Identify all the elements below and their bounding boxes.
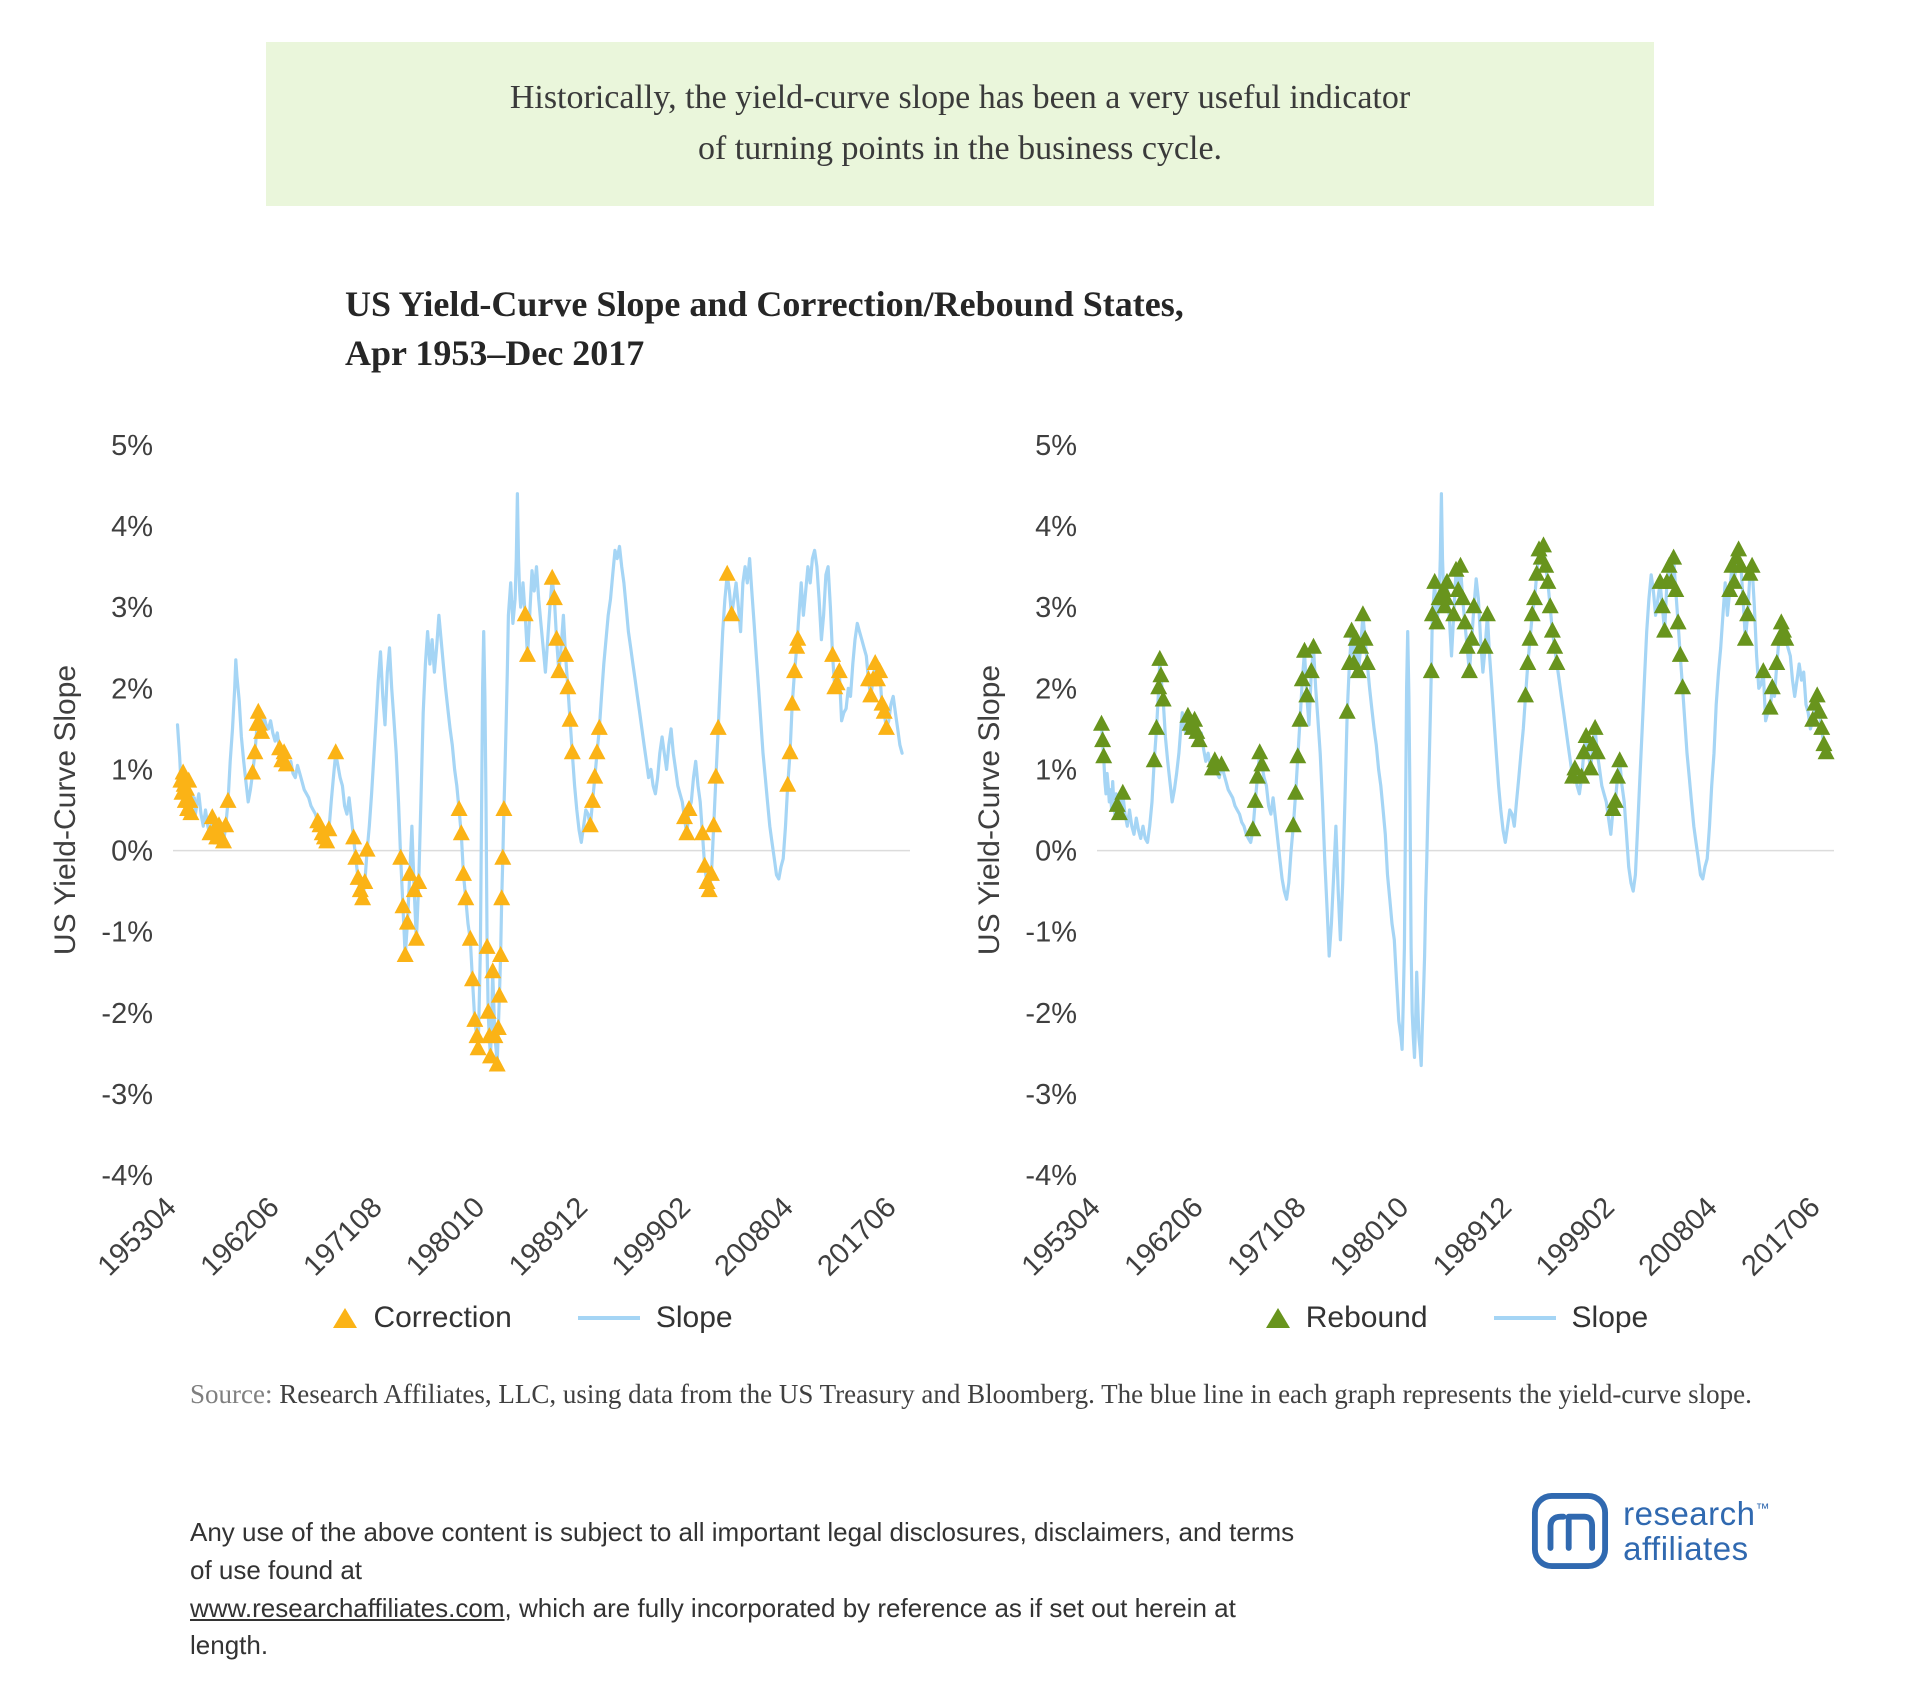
legend-slope-label-right: Slope [1571, 1301, 1649, 1335]
legend-correction-label: Correction [373, 1301, 512, 1335]
logo-line1: research [1623, 1494, 1756, 1532]
svg-text:1%: 1% [1035, 755, 1077, 787]
svg-text:5%: 5% [1035, 430, 1077, 462]
slope-line-icon [1493, 1316, 1556, 1321]
logo-wordmark: research™ affiliates [1623, 1494, 1770, 1568]
svg-text:200804: 200804 [1633, 1192, 1724, 1283]
svg-text:4%: 4% [1035, 511, 1077, 543]
svg-text:2%: 2% [1035, 673, 1077, 705]
source-note: Source: Research Affiliates, LLC, using … [190, 1379, 1920, 1410]
svg-text:200804: 200804 [709, 1192, 800, 1283]
ra-monogram-icon [1532, 1493, 1609, 1570]
svg-text:-3%: -3% [1025, 1079, 1077, 1111]
svg-text:-4%: -4% [1025, 1160, 1077, 1192]
svg-text:1%: 1% [111, 755, 153, 787]
svg-text:198912: 198912 [503, 1192, 594, 1283]
correction-chart: 5% 4% 3% 2% 1% 0% -1% -2% -3% -4% US Yield-Curve S… [49, 430, 910, 1283]
svg-text:-2%: -2% [101, 998, 153, 1030]
rebound-chart: 5% 4% 3% 2% 1% 0% -1% -2% -3% -4% US Yield-Curve S… [973, 430, 1835, 1283]
headline-line2: of turning points in the business cycle. [697, 130, 1223, 167]
headline-banner: Historically, the yield-curve slope has … [266, 42, 1654, 206]
svg-text:196206: 196206 [1119, 1192, 1210, 1283]
svg-text:2%: 2% [111, 673, 153, 705]
svg-text:196206: 196206 [195, 1192, 286, 1283]
source-text: Research Affiliates, LLC, using data fro… [279, 1379, 1752, 1410]
logo-line2: affiliates [1623, 1530, 1749, 1568]
svg-text:201706: 201706 [1736, 1192, 1827, 1283]
legend-slope-item-left: Slope [577, 1301, 733, 1335]
correction-marker-icon [333, 1308, 358, 1329]
svg-text:-1%: -1% [101, 917, 153, 949]
rebound-legend: Rebound Slope [1012, 1301, 1902, 1335]
svg-text:3%: 3% [1035, 592, 1077, 624]
svg-text:195304: 195304 [92, 1192, 183, 1283]
research-affiliates-logo: research™ affiliates [1531, 1492, 1770, 1570]
disclaimer-text-1: Any use of the above content is subject … [190, 1517, 1295, 1585]
legend-slope-item-right: Slope [1493, 1301, 1649, 1335]
svg-text:5%: 5% [111, 430, 153, 462]
page-title: US Yield-Curve Slope and Correction/Rebo… [345, 280, 1920, 377]
page-title-line1: US Yield-Curve Slope and Correction/Rebo… [345, 284, 1184, 324]
rebound-marker-icon [1265, 1308, 1290, 1329]
legend-slope-label-left: Slope [655, 1301, 733, 1335]
legend-rebound-item: Rebound [1265, 1301, 1428, 1335]
svg-text:-2%: -2% [1025, 998, 1077, 1030]
correction-legend: Correction Slope [88, 1301, 978, 1335]
logo-tm: ™ [1755, 1499, 1770, 1516]
svg-text:-4%: -4% [101, 1160, 153, 1192]
svg-text:199902: 199902 [606, 1192, 697, 1283]
svg-text:198010: 198010 [400, 1192, 491, 1283]
legend-correction-item: Correction [333, 1301, 512, 1335]
legal-disclaimer: Any use of the above content is subject … [190, 1514, 1320, 1665]
researchaffiliates-link[interactable]: www.researchaffiliates.com [190, 1592, 505, 1623]
svg-text:195304: 195304 [1016, 1192, 1107, 1283]
svg-text:4%: 4% [111, 511, 153, 543]
svg-text:197108: 197108 [1221, 1192, 1312, 1283]
svg-text:197108: 197108 [297, 1192, 388, 1283]
slope-line-icon [577, 1316, 640, 1321]
svg-text:0%: 0% [111, 836, 153, 868]
svg-text:201706: 201706 [812, 1192, 903, 1283]
page-title-line2: Apr 1953–Dec 2017 [345, 332, 645, 373]
svg-text:0%: 0% [1035, 836, 1077, 868]
svg-text:3%: 3% [111, 592, 153, 624]
charts-row: 5% 4% 3% 2% 1% 0% -1% -2% -3% -4% US Yield-Curve S… [48, 417, 1920, 1335]
svg-text:198912: 198912 [1427, 1192, 1518, 1283]
svg-text:US Yield-Curve Slope: US Yield-Curve Slope [973, 665, 1006, 955]
headline-line1: Historically, the yield-curve slope has … [509, 79, 1411, 116]
legend-rebound-label: Rebound [1305, 1301, 1428, 1335]
svg-text:199902: 199902 [1530, 1192, 1621, 1283]
rebound-chart-panel: 5% 4% 3% 2% 1% 0% -1% -2% -3% -4% US Yield-Curve S… [972, 417, 1862, 1335]
svg-text:-3%: -3% [101, 1079, 153, 1111]
svg-text:-1%: -1% [1025, 917, 1077, 949]
correction-chart-panel: 5% 4% 3% 2% 1% 0% -1% -2% -3% -4% US Yield-Curve S… [48, 417, 938, 1335]
source-prefix: Source: [190, 1379, 280, 1410]
footer: Any use of the above content is subject … [190, 1488, 1770, 1691]
svg-text:198010: 198010 [1324, 1192, 1415, 1283]
svg-text:US Yield-Curve Slope: US Yield-Curve Slope [49, 665, 82, 955]
